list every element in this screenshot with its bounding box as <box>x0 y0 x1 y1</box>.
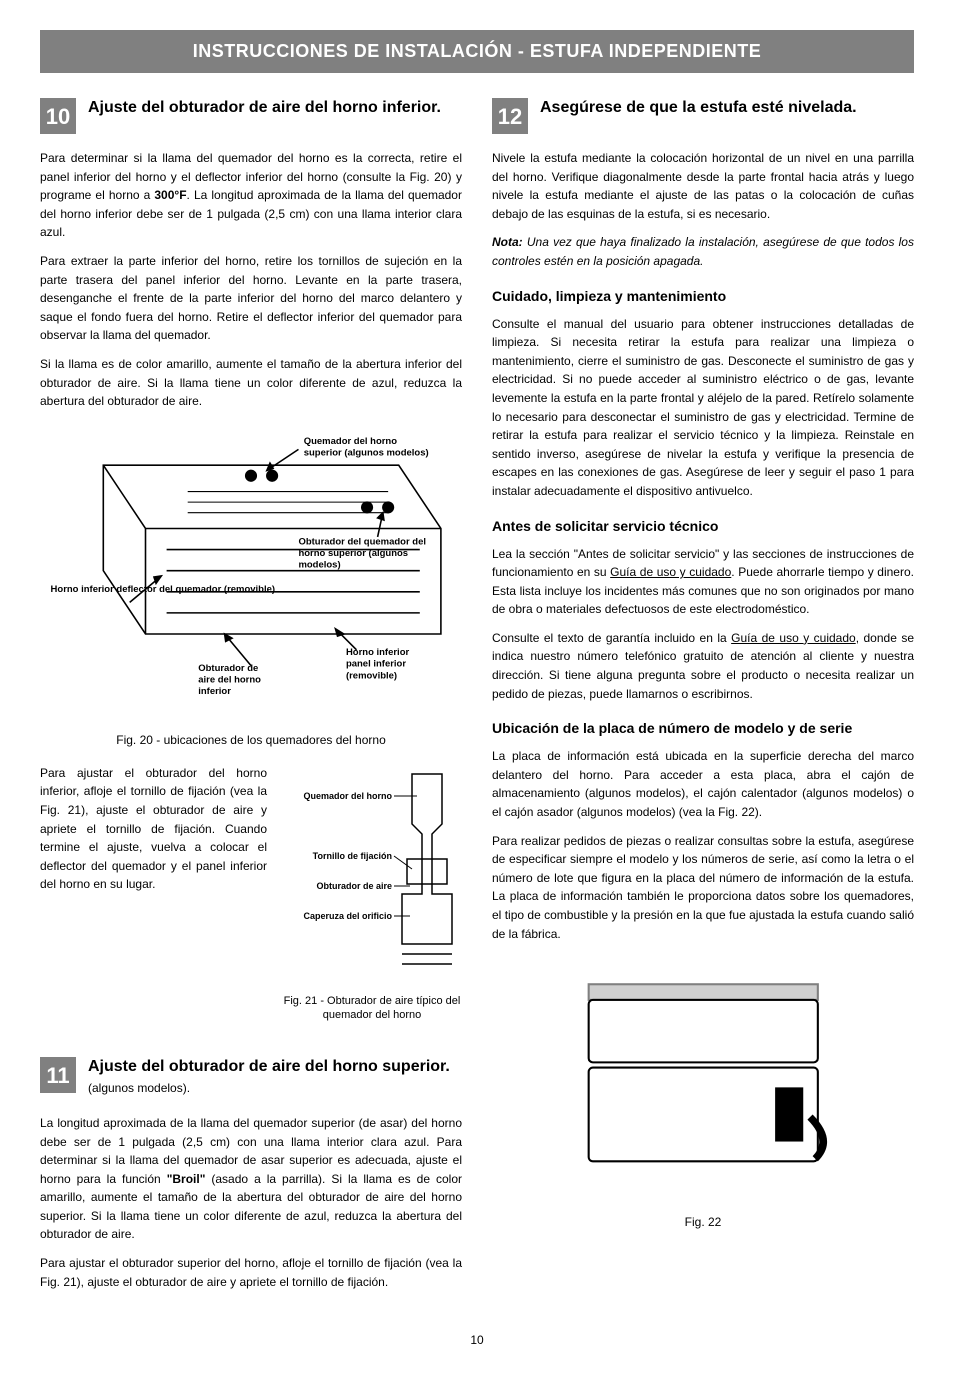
step-11-header: 11 Ajuste del obturador de aire del horn… <box>40 1057 462 1099</box>
step-11-paragraph-2: Para ajustar el obturador superior del h… <box>40 1254 462 1291</box>
service-paragraph-1: Lea la sección "Antes de solicitar servi… <box>492 545 914 619</box>
left-column: 10 Ajuste del obturador de aire del horn… <box>40 98 462 1301</box>
svg-text:Quemador del hornosuperior (al: Quemador del hornosuperior (algunos mode… <box>304 436 429 459</box>
svg-text:Obturador deaire del hornoinfe: Obturador deaire del hornoinferior <box>198 663 261 697</box>
svg-text:Horno inferiorpanel inferior(r: Horno inferiorpanel inferior(removible) <box>346 647 410 681</box>
step-12-header: 12 Asegúrese de que la estufa esté nivel… <box>492 98 914 134</box>
figure-22-caption: Fig. 22 <box>492 1213 914 1231</box>
page-title-banner: INSTRUCCIONES DE INSTALACIÓN - ESTUFA IN… <box>40 30 914 73</box>
figure-21-diagram: Quemador del horno Tornillo de fijación Ob… <box>282 764 462 1038</box>
svg-text:Obturador de aire: Obturador de aire <box>316 881 392 891</box>
figure-20-diagram: Horno inferior deflector del quemador (r… <box>40 421 462 721</box>
subheading-model-plate: Ubicación de la placa de número de model… <box>492 718 914 739</box>
step-12-note: Nota: Una vez que haya finalizado la ins… <box>492 233 914 270</box>
page-number: 10 <box>40 1331 914 1349</box>
step-number-badge: 10 <box>40 98 76 134</box>
subheading-service: Antes de solicitar servicio técnico <box>492 516 914 537</box>
figure-22-diagram <box>492 953 914 1203</box>
stove-front-diagram-icon <box>547 953 860 1203</box>
step-11-paragraph-1: La longitud aproximada de la llama del q… <box>40 1114 462 1244</box>
figure-21-caption: Fig. 21 - Obturador de aire típico del q… <box>282 994 462 1023</box>
svg-text:Obturador del quemador delhorn: Obturador del quemador delhorno superior… <box>298 536 426 570</box>
step-11-title: Ajuste del obturador de aire del horno s… <box>88 1057 462 1099</box>
air-shutter-diagram-icon: Quemador del horno Tornillo de fijación Ob… <box>282 764 462 984</box>
step-12-title: Asegúrese de que la estufa esté nivelada… <box>540 98 857 119</box>
right-column: 12 Asegúrese de que la estufa esté nivel… <box>492 98 914 1301</box>
step-12-paragraph-1: Nivele la estufa mediante la colocación … <box>492 149 914 223</box>
step-10-inline-row: Para ajustar el obturador del horno infe… <box>40 764 462 1038</box>
service-paragraph-2: Consulte el texto de garantía incluido e… <box>492 629 914 703</box>
svg-text:Quemador del horno: Quemador del horno <box>303 791 392 801</box>
step-10-paragraph-2: Para extraer la parte inferior del horno… <box>40 252 462 345</box>
svg-text:Tornillo de fijación: Tornillo de fijación <box>313 851 392 861</box>
step-10-title: Ajuste del obturador de aire del horno i… <box>88 98 441 119</box>
figure-20-caption: Fig. 20 - ubicaciones de los quemadores … <box>40 731 462 749</box>
model-plate-paragraph-1: La placa de información está ubicada en … <box>492 747 914 821</box>
step-10-paragraph-4: Para ajustar el obturador del horno infe… <box>40 764 267 894</box>
subheading-cleaning: Cuidado, limpieza y mantenimiento <box>492 286 914 307</box>
two-column-layout: 10 Ajuste del obturador de aire del horn… <box>40 98 914 1301</box>
step-10-paragraph-3: Si la llama es de color amarillo, aument… <box>40 355 462 411</box>
cleaning-paragraph: Consulte el manual del usuario para obte… <box>492 315 914 501</box>
step-number-badge: 12 <box>492 98 528 134</box>
svg-text:Horno inferior deflector del q: Horno inferior deflector del quemador (r… <box>51 584 275 595</box>
step-number-badge: 11 <box>40 1057 76 1093</box>
step-10-paragraph-1: Para determinar si la llama del quemador… <box>40 149 462 242</box>
svg-text:Caperuza del orificio: Caperuza del orificio <box>303 911 392 921</box>
step-10-header: 10 Ajuste del obturador de aire del horn… <box>40 98 462 134</box>
oven-burner-diagram-icon: Horno inferior deflector del quemador (r… <box>40 423 462 718</box>
model-plate-paragraph-2: Para realizar pedidos de piezas o realiz… <box>492 832 914 944</box>
